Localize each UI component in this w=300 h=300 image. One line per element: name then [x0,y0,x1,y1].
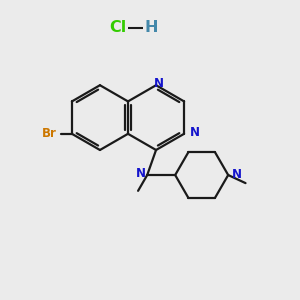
Text: Br: Br [42,127,57,140]
Text: N: N [190,126,200,139]
Text: H: H [145,20,158,35]
Text: N: N [232,168,242,181]
Text: Cl: Cl [109,20,126,35]
Text: N: N [153,77,164,90]
Text: N: N [136,167,146,180]
